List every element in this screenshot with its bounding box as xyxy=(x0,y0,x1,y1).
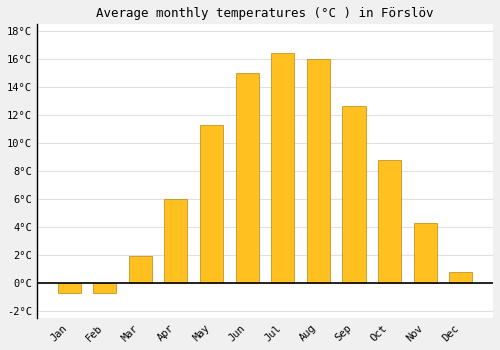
Bar xyxy=(271,53,294,283)
Title: Average monthly temperatures (°C ) in Förslöv: Average monthly temperatures (°C ) in Fö… xyxy=(96,7,434,20)
Bar xyxy=(236,73,258,283)
Bar xyxy=(342,106,365,283)
Bar xyxy=(378,160,401,283)
Bar xyxy=(128,256,152,283)
Bar xyxy=(58,283,80,293)
Bar xyxy=(449,272,472,283)
Bar xyxy=(93,283,116,293)
Bar xyxy=(164,199,188,283)
Bar xyxy=(307,59,330,283)
Bar xyxy=(414,223,436,283)
Bar xyxy=(200,125,223,283)
